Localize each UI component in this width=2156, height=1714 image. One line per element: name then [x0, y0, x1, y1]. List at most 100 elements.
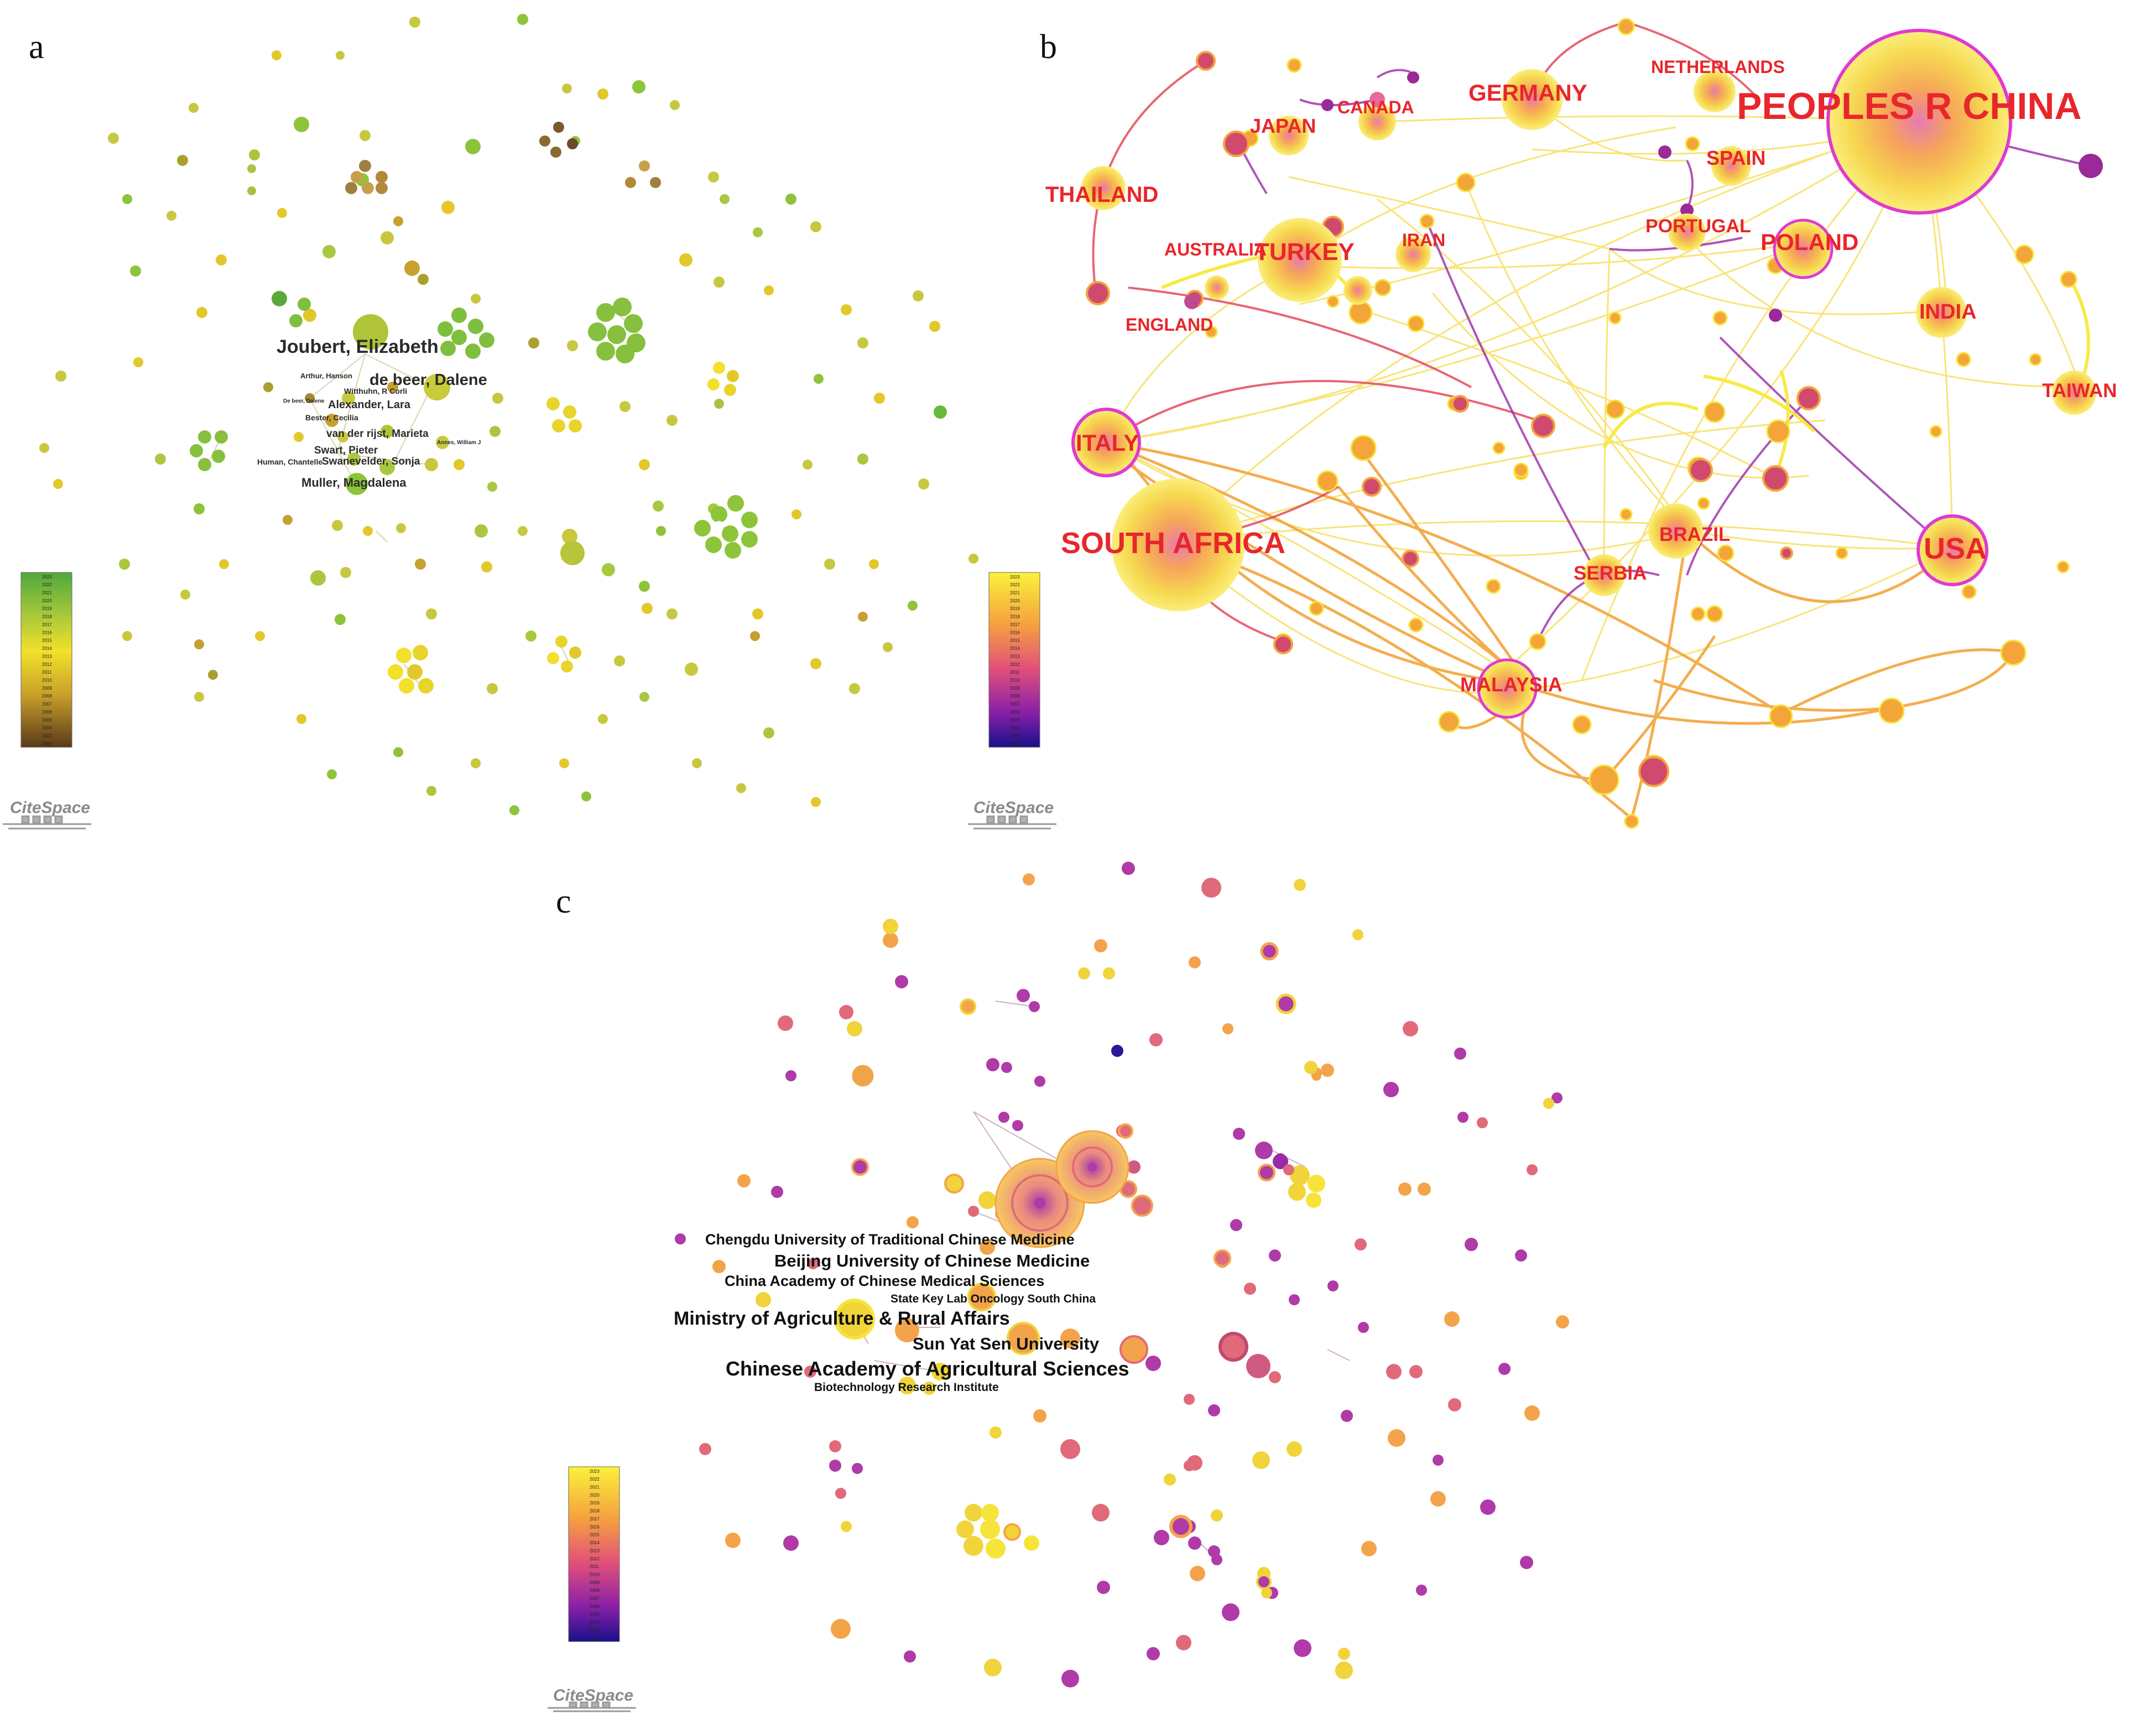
country-label-taiwan: TAIWAN [2042, 380, 2117, 402]
country-label-serbia: SERBIA [1574, 562, 1647, 584]
cluster-green-2 [588, 298, 645, 363]
cluster-yellow-3 [388, 645, 434, 694]
legend-a-year-label: 2016 [42, 630, 52, 635]
panel-a-legend: 2023 2022 2021 2020 2019 2018 2017 2016 2015 2014… [20, 572, 72, 748]
author-label-swanevelder: Swanevelder, Sonja [322, 456, 420, 467]
panel-b-letter: b [1040, 28, 1057, 66]
inst-label-chengdu: Chengdu University of Traditional Chines… [705, 1231, 1075, 1248]
country-label-india: INDIA [1919, 300, 1976, 324]
panel-c-brand: CiteSpace [548, 1686, 636, 1712]
legend-b-year-label: 2013 [1010, 654, 1020, 659]
cluster-brown-2 [539, 122, 578, 158]
legend-a-year-label: 2019 [42, 606, 52, 611]
legend-b-year-label: 2008 [1010, 694, 1020, 699]
inst-label-beijing: Beijing University of Chinese Medicine [774, 1251, 1090, 1270]
legend-a-year-label: 2020 [42, 598, 52, 603]
legend-a-year-label: 2015 [42, 638, 52, 643]
panel-c-labels: Chengdu University of Traditional Chines… [674, 1231, 1129, 1394]
legend-b-year-label: 2020 [1010, 598, 1020, 603]
country-label-turkey: TURKEY [1254, 238, 1355, 265]
legend-c-year-label: 2008 [590, 1588, 600, 1593]
legend-a-year-label: 2022 [42, 582, 52, 587]
legend-a-year-label: 2008 [42, 694, 52, 699]
legend-a-year-label: 2002 [42, 741, 52, 746]
author-label-alexander: Alexander, Lara [328, 399, 411, 411]
legend-b-year-label: 2023 [1010, 575, 1020, 580]
inst-label-bri: Biotechnology Research Institute [814, 1381, 999, 1394]
author-label-annes: Annes, William J [437, 440, 481, 446]
cluster-brown-1 [345, 160, 388, 194]
legend-b-year-label: 2004 [1010, 726, 1020, 731]
legend-b-year-label: 2006 [1010, 710, 1020, 715]
panel-b: b [968, 18, 2117, 830]
legend-b-year-label: 2021 [1010, 591, 1020, 596]
inst-label-caas: Chinese Academy of Agricultural Sciences [726, 1357, 1129, 1380]
author-label-swart: Swart, Pieter [314, 445, 378, 456]
legend-a-year-label: 2018 [42, 614, 52, 619]
inst-label-moa: Ministry of Agriculture & Rural Affairs [674, 1308, 1010, 1329]
legend-c-year-label: 2014 [590, 1540, 600, 1545]
legend-b-year-label: 2012 [1010, 662, 1020, 667]
author-label-human: Human, Chantelle [257, 457, 322, 466]
legend-b-year-label: 2010 [1010, 678, 1020, 683]
author-label-vanderrijst: van der rijst, Marieta [326, 428, 429, 440]
author-label-bester: Bester, Cecilia [305, 413, 358, 422]
legend-b-year-label: 2022 [1010, 582, 1020, 587]
inst-label-sysu: Sun Yat Sen University [913, 1334, 1100, 1353]
legend-b-year-label: 2017 [1010, 622, 1020, 627]
legend-c-year-label: 2004 [590, 1620, 600, 1625]
country-label-brazil: BRAZIL [1659, 524, 1730, 545]
country-label-canada: CANADA [1337, 97, 1414, 117]
legend-c-year-label: 2011 [590, 1564, 600, 1569]
panel-c-legend: 2023 2022 2021 2020 2019 2018 2017 2016 2015 2014… [568, 1466, 620, 1642]
legend-c-year-label: 2017 [590, 1517, 600, 1522]
panel-a-labels: Joubert, Elizabeth de beer, Dalene Alexa… [257, 336, 487, 489]
legend-b-year-label: 2016 [1010, 630, 1020, 635]
legend-a-year-label: 2012 [42, 662, 52, 667]
legend-c-year-label: 2010 [590, 1572, 600, 1577]
legend-b-year-label: 2015 [1010, 638, 1020, 643]
panel-a: a [3, 14, 978, 830]
panel-c-letter: c [556, 883, 571, 920]
cluster-brown-3 [625, 160, 661, 188]
cluster-yellow-4 [547, 635, 581, 673]
legend-c-year-label: 2009 [590, 1580, 600, 1585]
legend-b-year-label: 2002 [1010, 741, 1020, 746]
legend-c-year-label: 2018 [590, 1509, 600, 1514]
cluster-green-1 [438, 308, 494, 359]
cluster-green-4 [190, 430, 228, 471]
author-label-witthuhn: Witthuhn, R Corli [344, 387, 407, 395]
author-label-muller: Muller, Magdalena [301, 476, 407, 489]
country-label-malaysia: MALAYSIA [1460, 673, 1563, 696]
panel-b-nodes [1071, 18, 2103, 829]
legend-a-year-label: 2010 [42, 678, 52, 683]
legend-b-year-label: 2011 [1010, 670, 1020, 675]
legend-a-year-label: 2004 [42, 726, 52, 731]
panel-a-nodes [39, 14, 978, 815]
legend-c-year-label: 2006 [590, 1604, 600, 1609]
country-label-england: ENGLAND [1126, 315, 1213, 335]
legend-b-year-label: 2005 [1010, 717, 1020, 722]
hub-2 [1055, 1130, 1129, 1204]
cluster-c-bottom [956, 1504, 1039, 1559]
country-label-australia: AUSTRALIA [1164, 239, 1267, 259]
country-label-poland: POLAND [1761, 229, 1858, 255]
legend-c-year-label: 2012 [590, 1556, 600, 1561]
legend-b-year-label: 2014 [1010, 646, 1020, 651]
legend-a-year-label: 2003 [42, 733, 52, 738]
legend-c-year-label: 2016 [590, 1524, 600, 1529]
country-label-netherlands: NETHERLANDS [1651, 57, 1785, 77]
legend-a-year-label: 2023 [42, 575, 52, 580]
panel-b-brand: CiteSpace [968, 799, 1056, 830]
legend-a-year-label: 2011 [42, 670, 52, 675]
cluster-green-3 [272, 291, 311, 327]
legend-b-year-label: 2018 [1010, 614, 1020, 619]
cluster-c-right [1255, 1142, 1325, 1208]
country-label-thailand: THAILAND [1045, 183, 1158, 207]
legend-a-year-label: 2006 [42, 710, 52, 715]
legend-c-year-label: 2023 [590, 1469, 600, 1474]
legend-c-year-label: 2007 [590, 1596, 600, 1601]
legend-a-year-label: 2009 [42, 686, 52, 691]
legend-c-year-label: 2013 [590, 1548, 600, 1553]
country-label-iran: IRAN [1402, 230, 1445, 250]
